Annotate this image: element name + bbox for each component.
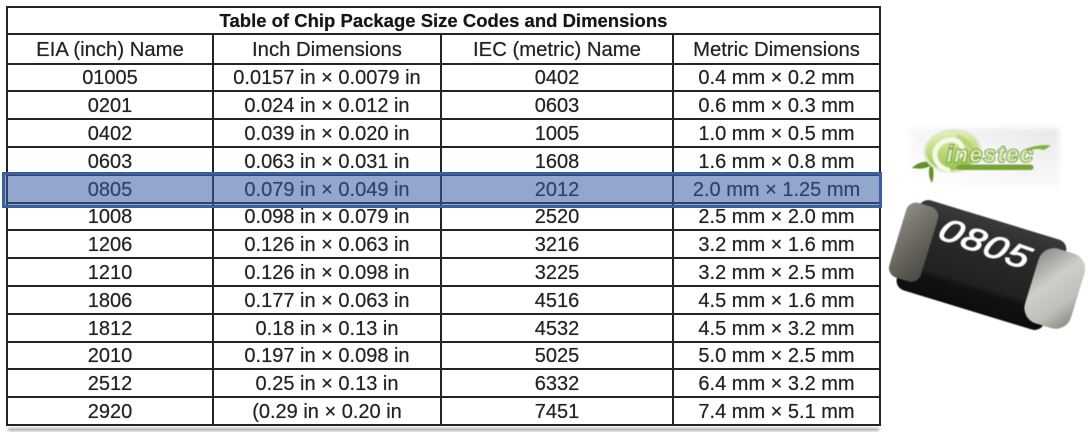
- svg-text:inestec: inestec: [947, 141, 1035, 167]
